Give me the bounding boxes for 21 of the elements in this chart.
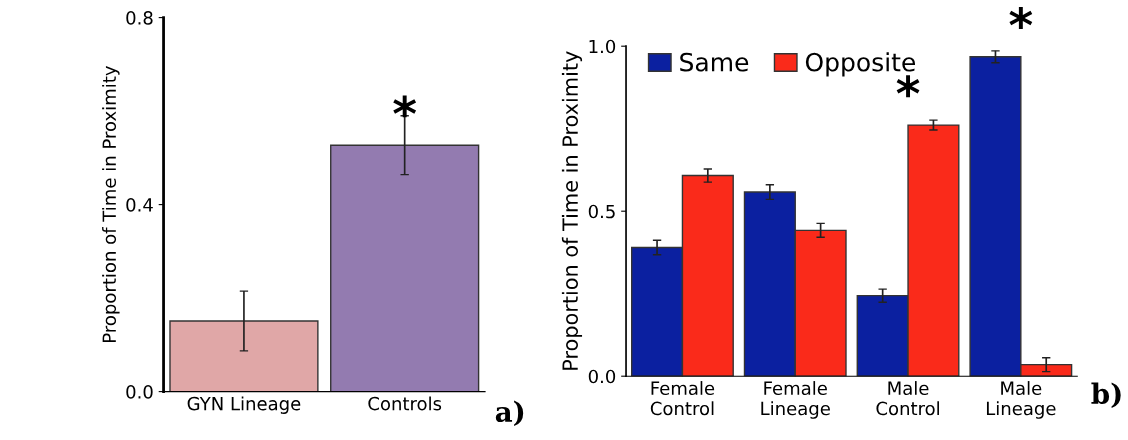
y-tick-label: 1.0 [589, 39, 616, 54]
annotation: * [896, 75, 920, 98]
x-tick-label: Male Control [876, 381, 939, 416]
y-tick-label: 0.5 [588, 204, 615, 219]
annotation: * [1009, 6, 1033, 29]
y-tick-label: 0.0 [588, 369, 616, 384]
legend-label: Opposite [805, 52, 915, 77]
x-tick-label: Female Lineage [761, 381, 830, 419]
text: b) [1091, 382, 1121, 408]
text: a) [495, 400, 524, 427]
x-tick-label: Male Lineage [986, 381, 1056, 419]
x-tick-label: Female Control [650, 381, 715, 416]
y-axis-title: Proportion of Time in Proximity [102, 65, 120, 342]
legend-label: Same [680, 52, 749, 72]
x-tick-label: GYN Lineage [187, 396, 301, 414]
x-tick-label: Controls [368, 396, 442, 411]
annotation: * [393, 95, 417, 118]
y-tick-label: 0.0 [126, 385, 153, 399]
y-axis-title: Proportion of Time in Proximity [561, 51, 583, 370]
y-tick-label: 0.8 [126, 11, 153, 25]
y-tick-label: 0.4 [126, 198, 153, 212]
